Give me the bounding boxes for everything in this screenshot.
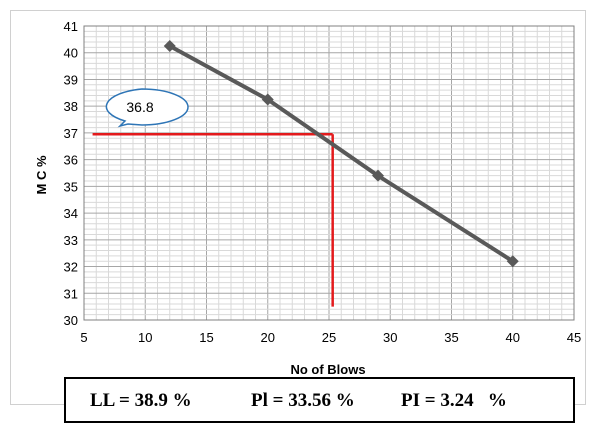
x-tick-label: 30 <box>383 330 397 345</box>
y-tick-label: 41 <box>64 19 78 34</box>
guide-lines <box>92 132 334 307</box>
x-tick-label: 45 <box>567 330 581 345</box>
x-tick-label: 35 <box>444 330 458 345</box>
y-axis-title: M C % <box>34 155 49 194</box>
x-axis-title: No of Blows <box>290 362 365 377</box>
y-tick-label: 35 <box>64 179 78 194</box>
y-tick-label: 31 <box>64 286 78 301</box>
callout-bubble <box>105 88 189 128</box>
y-tick-label: 39 <box>64 72 78 87</box>
plot-border <box>83 25 575 321</box>
y-tick-label: 38 <box>64 99 78 114</box>
plasticity-index-text: PI = 3.24 % <box>401 390 507 411</box>
grid-layer <box>83 25 575 321</box>
y-tick-label: 32 <box>64 260 78 275</box>
x-tick-label: 25 <box>322 330 336 345</box>
data-point-marker <box>163 40 176 53</box>
callout: 36.8 <box>105 88 189 128</box>
x-tick-label: 5 <box>80 330 87 345</box>
x-tick-label: 20 <box>261 330 275 345</box>
callout-label: 36.8 <box>126 99 153 115</box>
plastic-limit-text: Pl = 33.56 % <box>251 390 355 411</box>
y-tick-labels: 30 31 32 33 34 35 36 37 38 39 40 41 <box>64 19 78 328</box>
y-tick-label: 30 <box>64 313 78 328</box>
y-tick-label: 36 <box>64 153 78 168</box>
series-line <box>168 44 514 263</box>
results-box: LL = 38.9 % Pl = 33.56 % PI = 3.24 % <box>64 377 575 423</box>
data-point-marker <box>372 169 384 182</box>
y-tick-label: 37 <box>64 126 78 141</box>
y-tick-label: 40 <box>64 46 78 61</box>
x-tick-label: 10 <box>138 330 152 345</box>
x-tick-label: 15 <box>199 330 213 345</box>
liquid-limit-text: LL = 38.9 % <box>90 390 192 411</box>
series-layer <box>163 40 519 268</box>
data-point-marker <box>261 93 274 106</box>
x-tick-labels: 5 10 15 20 25 30 35 40 45 <box>80 330 581 345</box>
y-tick-label: 34 <box>64 206 78 221</box>
x-tick-label: 40 <box>506 330 520 345</box>
y-tick-label: 33 <box>64 233 78 248</box>
data-point-marker <box>506 255 519 268</box>
